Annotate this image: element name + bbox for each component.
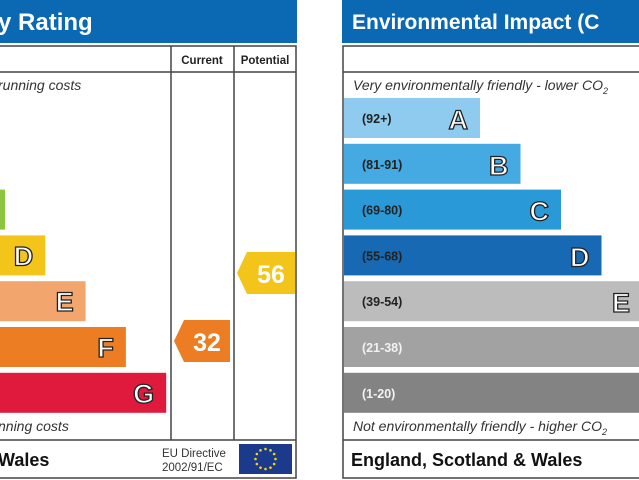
env-band-bar-g — [344, 372, 639, 413]
potential-rating-arrow — [237, 252, 295, 294]
co2-subscript: 2 — [602, 86, 608, 96]
band-bar-g — [0, 372, 167, 413]
right-title: Environmental Impact (C — [352, 11, 599, 34]
eu-flag-star — [264, 467, 267, 471]
eu-flag-star — [255, 452, 259, 456]
env-band-bar-a — [344, 98, 480, 138]
eu-flag-star — [269, 466, 272, 469]
eu-flag-star — [269, 449, 272, 452]
left-title: y Rating — [0, 9, 93, 36]
band-letter-d: D — [14, 241, 34, 271]
env-band-range-a: (92+) — [362, 112, 392, 126]
co2-subscript: 2 — [601, 427, 607, 437]
left-top-note: running costs — [0, 77, 81, 93]
band-letter-e: E — [56, 287, 74, 317]
band-bar-e — [0, 281, 86, 322]
env-band-range-g: (1-20) — [362, 387, 395, 401]
env-band-range-d: (55-68) — [362, 249, 402, 263]
band-bar-f — [0, 327, 126, 367]
env-band-letter-d: D — [570, 242, 590, 272]
band-letter-g: G — [133, 379, 154, 409]
eu-flag-star — [254, 457, 257, 461]
env-band-bar-b — [344, 143, 521, 184]
env-band-letter-c: C — [530, 197, 550, 227]
env-band-bar-c — [344, 189, 561, 230]
left-header — [0, 0, 297, 43]
env-band-bar-e — [344, 281, 639, 322]
current-column-header: Current — [181, 55, 223, 67]
env-band-bar-d — [344, 235, 602, 276]
env-band-letter-b: B — [489, 151, 509, 181]
env-band-letter-e: E — [612, 288, 630, 318]
right-footer-region: England, Scotland & Wales — [351, 450, 582, 470]
env-band-range-b: (81-91) — [362, 158, 402, 172]
eu-flag-star — [255, 462, 259, 466]
band-letter-f: F — [97, 333, 114, 363]
eu-directive-line1: EU Directive — [162, 448, 226, 460]
left-footer-region: Wales — [0, 450, 49, 470]
current-rating-value: 32 — [193, 329, 221, 357]
eu-flag-star — [259, 449, 262, 452]
eu-flag-star — [259, 466, 262, 469]
potential-rating-value: 56 — [257, 261, 285, 289]
band-bar-d — [0, 235, 46, 276]
eu-flag-star — [274, 457, 277, 461]
current-rating-arrow — [174, 320, 230, 362]
eu-flag-star — [272, 452, 276, 456]
left-bottom-note: nning costs — [0, 418, 69, 434]
potential-column-header: Potential — [241, 55, 290, 67]
eu-flag-star — [264, 447, 267, 451]
env-band-range-f: (21-38) — [362, 341, 402, 355]
right-top-note: Very environmentally friendly - lower CO… — [353, 77, 608, 96]
env-band-letter-a: A — [449, 105, 469, 135]
eu-flag-star — [272, 462, 276, 466]
right-header — [342, 0, 639, 43]
band-bar-c — [0, 189, 5, 230]
env-band-range-e: (39-54) — [362, 295, 402, 309]
env-band-bar-f — [344, 327, 639, 367]
env-band-range-c: (69-80) — [362, 204, 402, 218]
eu-directive-line2: 2002/91/EC — [162, 462, 223, 474]
right-bottom-note: Not environmentally friendly - higher CO… — [353, 418, 607, 437]
